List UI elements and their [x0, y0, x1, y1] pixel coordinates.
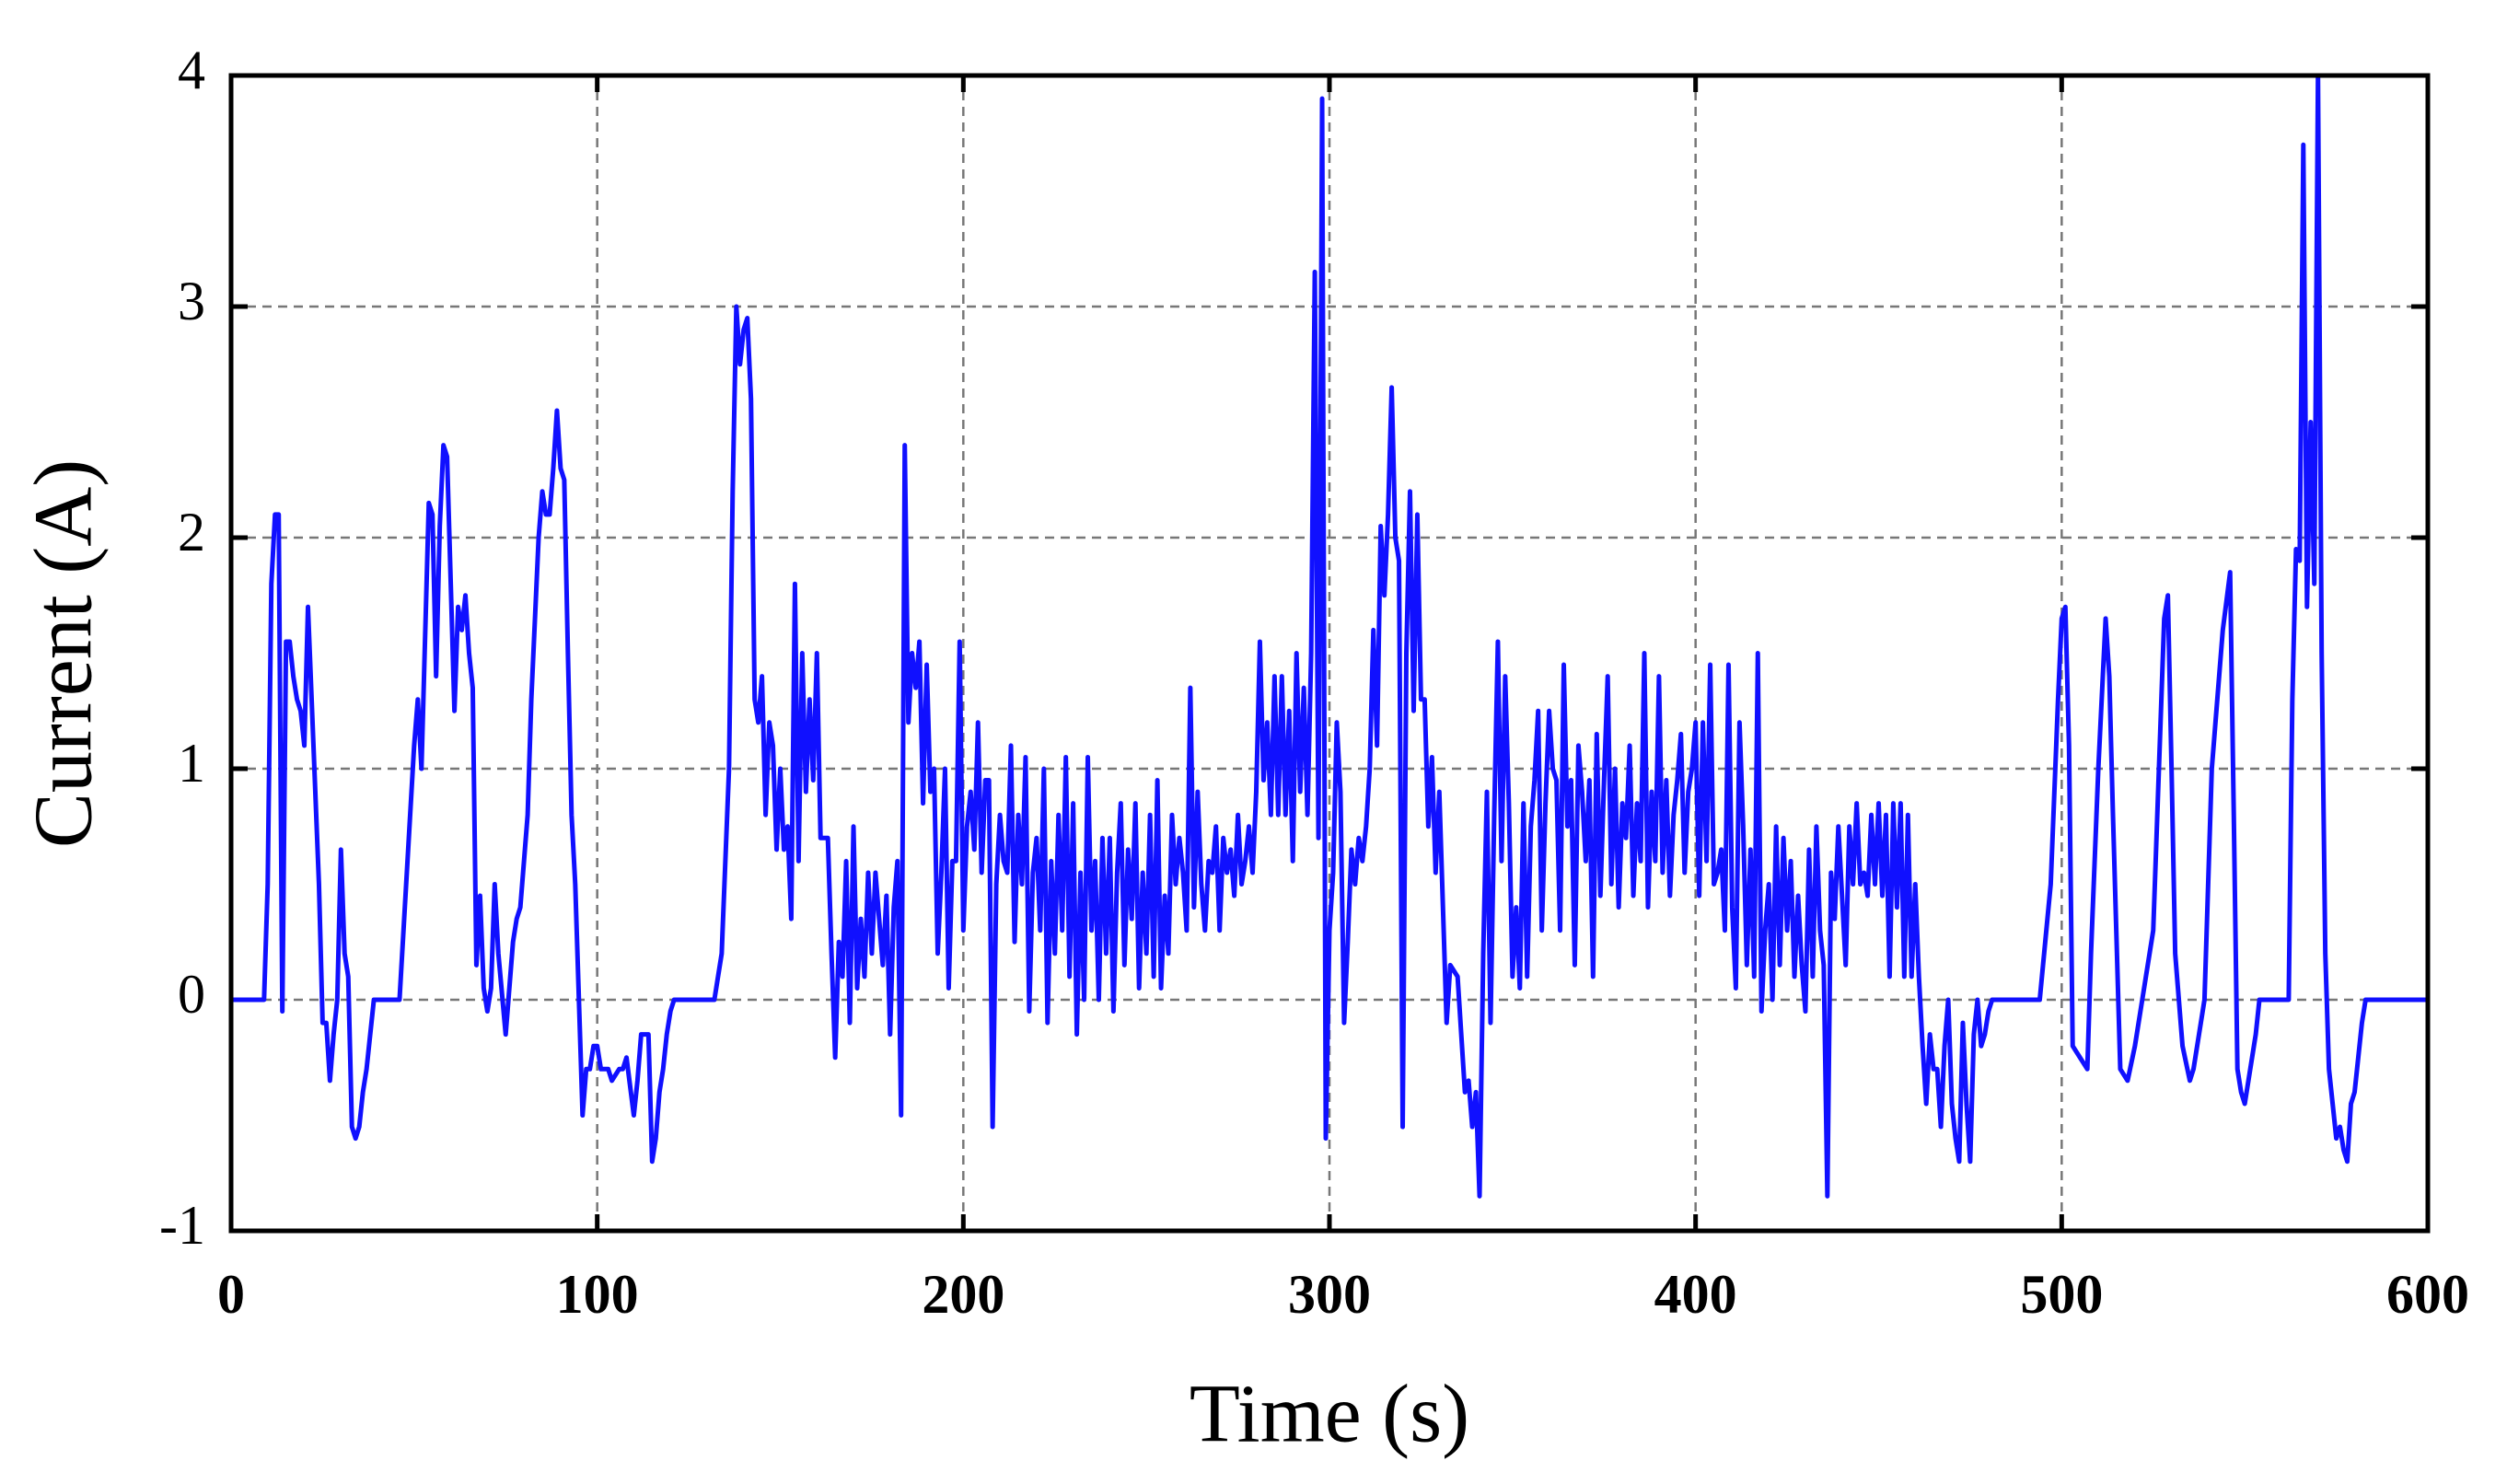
x-tick-label: 100 [556, 1264, 639, 1325]
y-tick-label: 0 [178, 964, 205, 1025]
y-tick-label: 3 [178, 271, 205, 331]
data-line [231, 73, 2428, 1199]
y-tick-label: 1 [178, 733, 205, 794]
plot-frame [228, 73, 2431, 1234]
x-tick-label: 0 [217, 1264, 245, 1325]
y-tick-label: -1 [159, 1195, 205, 1256]
x-tick-label: 500 [2020, 1264, 2103, 1325]
y-axis-title: Current (A) [18, 459, 110, 848]
x-axis-title: Time (s) [1190, 1369, 1469, 1460]
x-tick-label: 400 [1654, 1264, 1737, 1325]
x-tick-label: 200 [922, 1264, 1004, 1325]
x-tick-label: 300 [1288, 1264, 1371, 1325]
y-tick-label: 2 [178, 502, 205, 562]
x-tick-label: 600 [2386, 1264, 2469, 1325]
y-tick-label: 4 [178, 40, 205, 100]
